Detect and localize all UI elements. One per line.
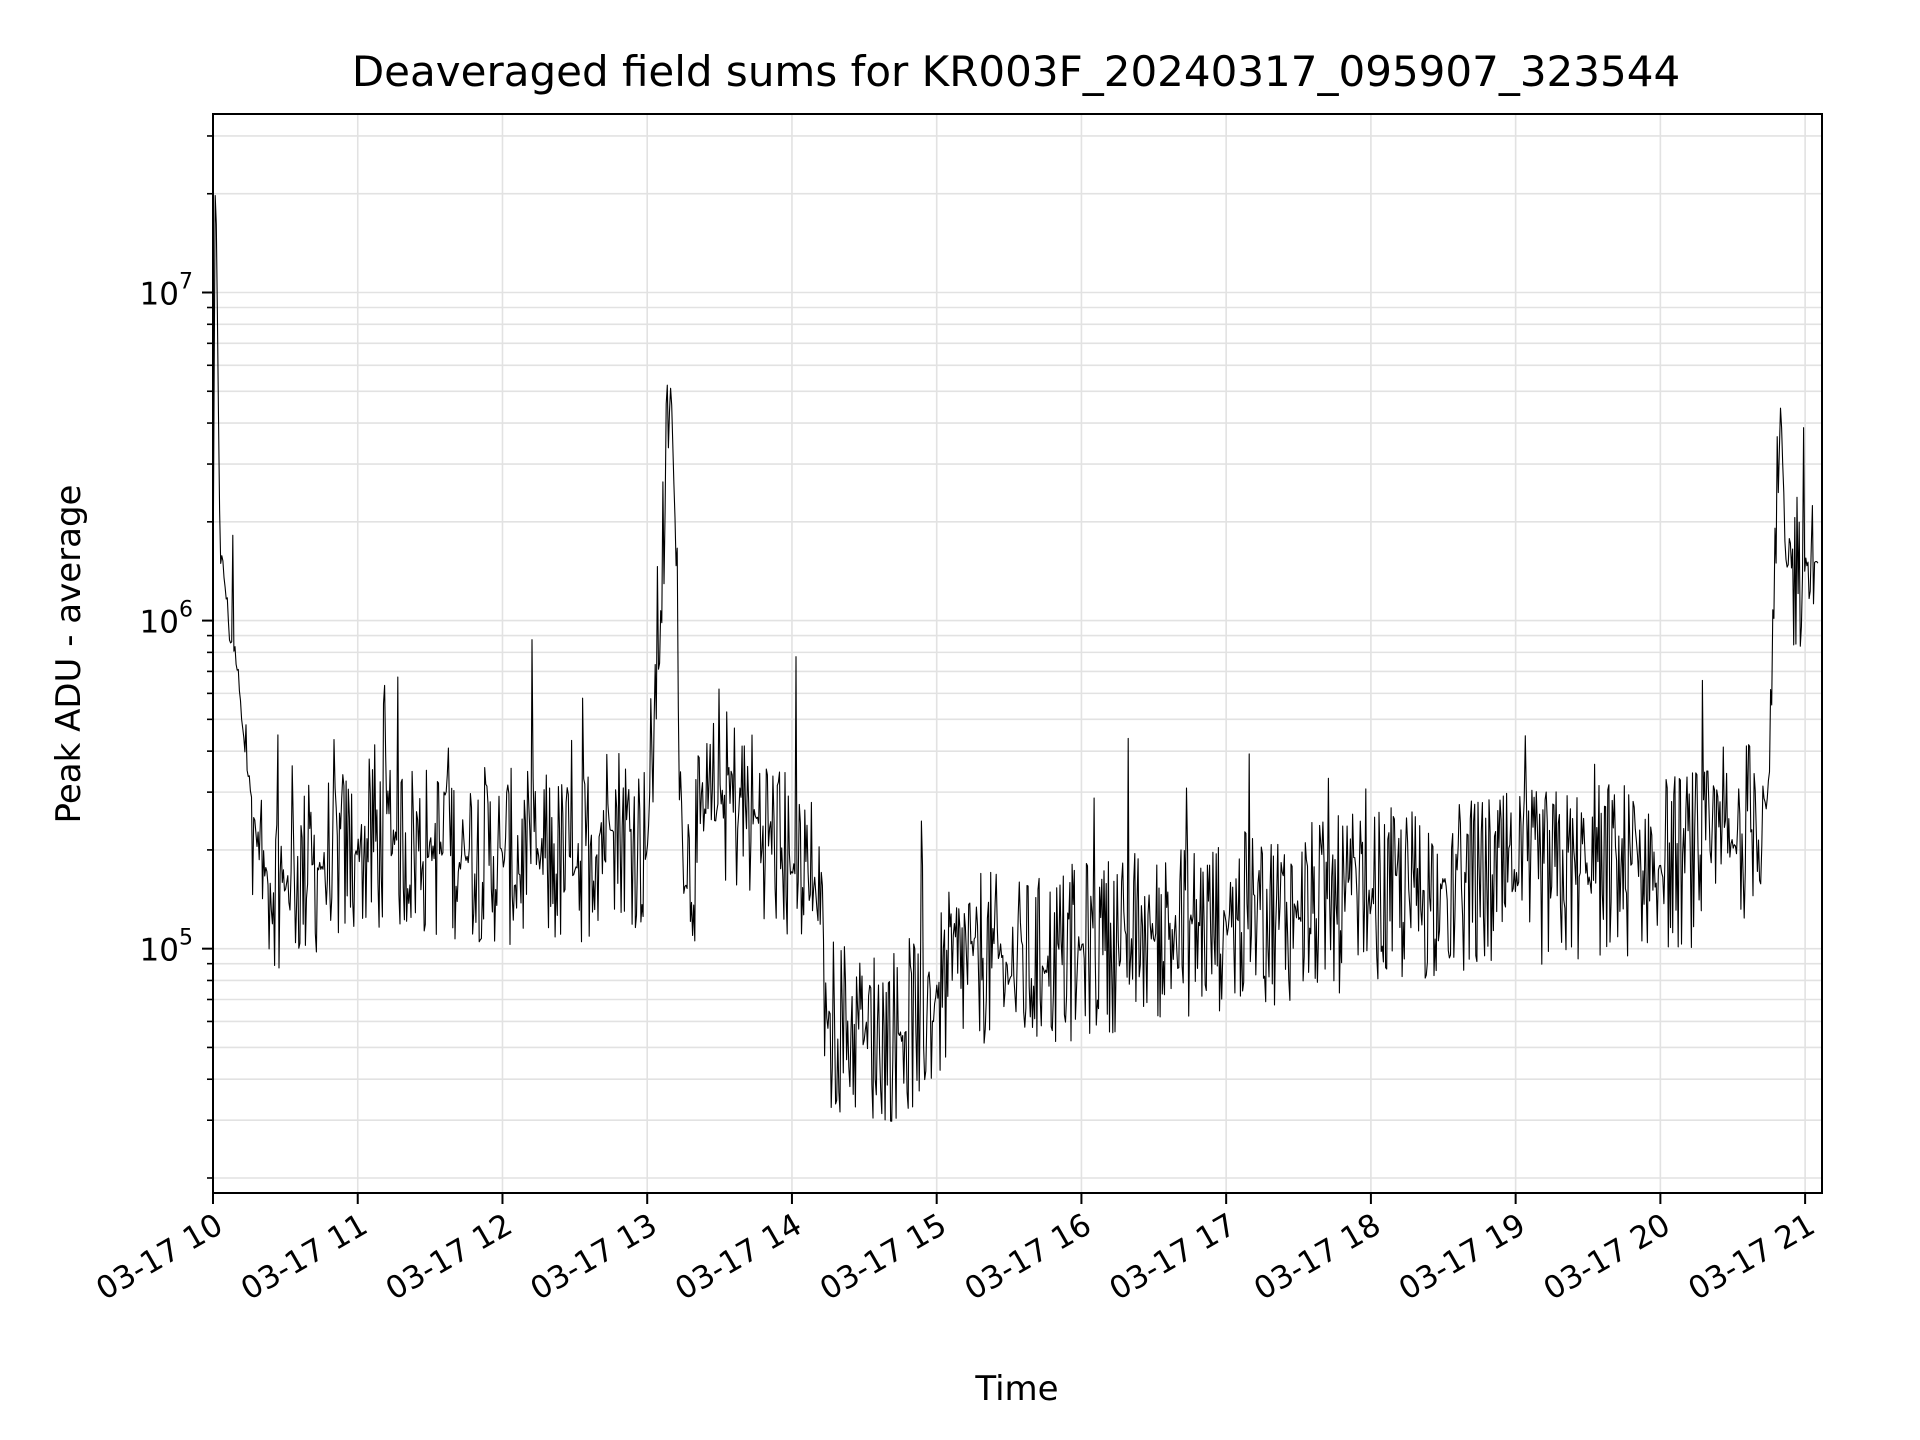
y-tick-label: 106 xyxy=(140,598,193,641)
y-tick-label: 105 xyxy=(140,926,193,969)
y-axis-label: Peak ADU - average xyxy=(49,485,89,824)
y-axis: 105 106 107 xyxy=(140,135,213,1179)
x-tick-label: 03-17 13 xyxy=(524,1207,663,1308)
series-line xyxy=(212,194,1819,1122)
x-tick-label: 03-17 11 xyxy=(235,1207,374,1308)
y-tick-label: 107 xyxy=(140,269,193,312)
x-tick-label: 03-17 15 xyxy=(814,1207,953,1308)
x-tick-label: 03-17 10 xyxy=(90,1207,229,1308)
x-tick-label: 03-17 21 xyxy=(1682,1207,1821,1308)
x-tick-label: 03-17 19 xyxy=(1393,1207,1532,1308)
x-tick-label: 03-17 20 xyxy=(1538,1207,1677,1308)
x-tick-label: 03-17 18 xyxy=(1248,1207,1387,1308)
x-axis-label: Time xyxy=(974,1369,1058,1409)
x-tick-label: 03-17 16 xyxy=(959,1207,1098,1308)
chart-title: Deaveraged field sums for KR003F_2024031… xyxy=(352,47,1680,96)
series-layer xyxy=(212,194,1819,1122)
x-tick-label: 03-17 17 xyxy=(1103,1207,1242,1308)
grid xyxy=(212,114,1822,1193)
x-tick-label: 03-17 12 xyxy=(380,1207,519,1308)
x-tick-label: 03-17 14 xyxy=(669,1207,808,1308)
x-axis: 03-17 10 03-17 11 03-17 12 03-17 13 03-17 14… xyxy=(90,1193,1821,1308)
plot-frame xyxy=(212,113,1823,1194)
